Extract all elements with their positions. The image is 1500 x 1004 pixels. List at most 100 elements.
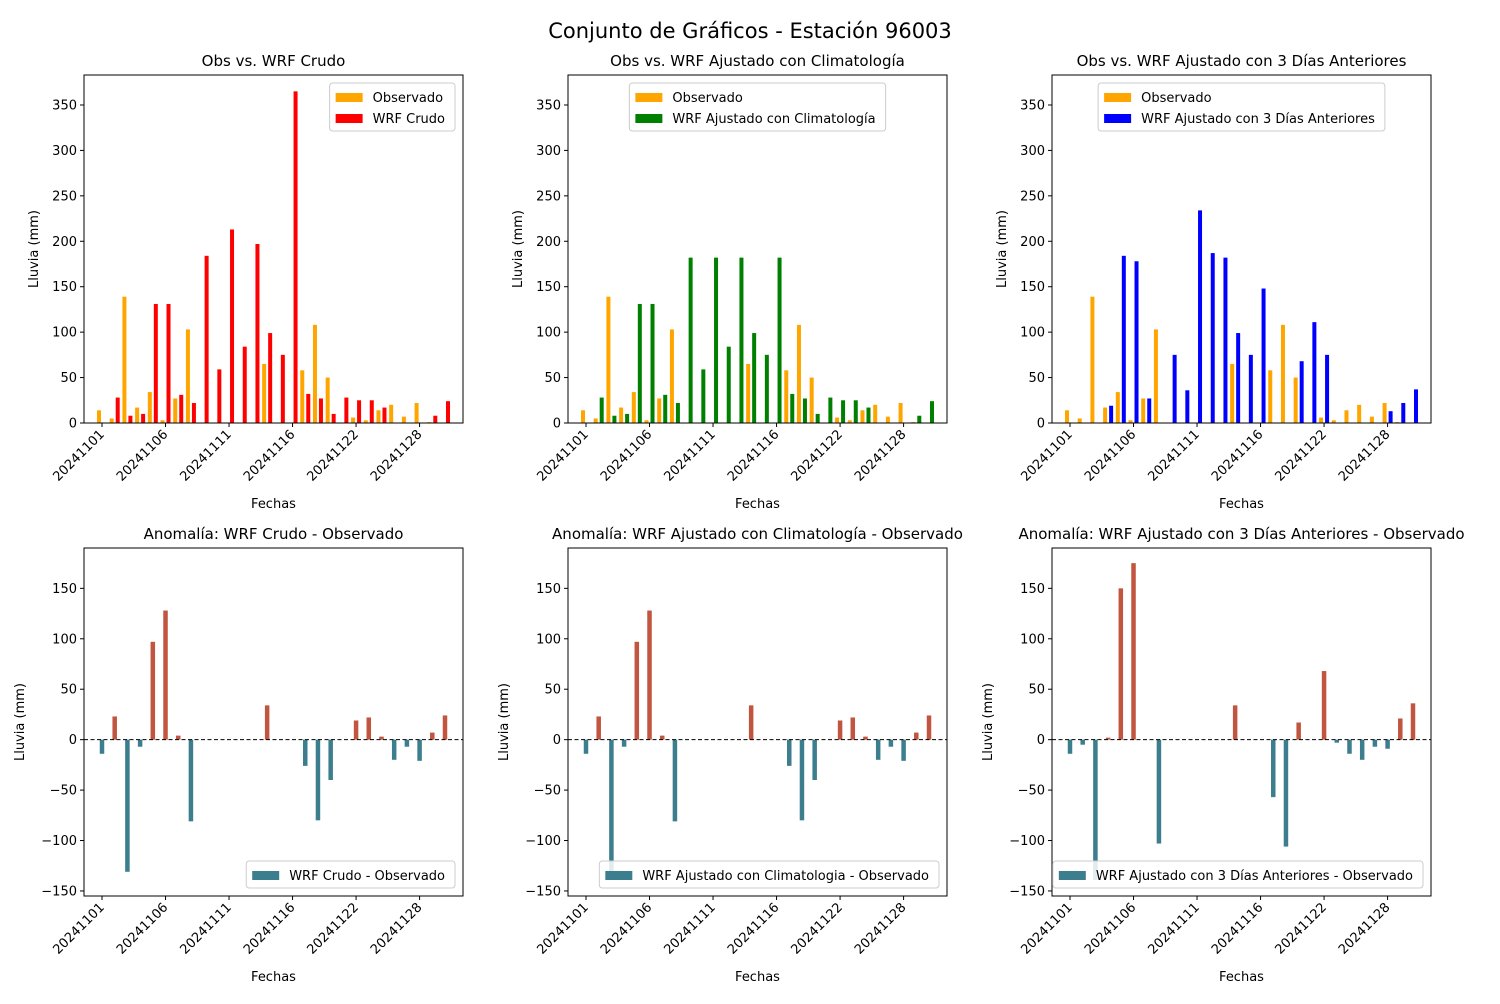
anomaly-bar	[1296, 722, 1301, 740]
x-tick-label: 20241128	[852, 900, 909, 957]
chart-title: Obs vs. WRF Crudo	[202, 52, 346, 70]
series-bar	[885, 416, 890, 423]
series-bar	[1312, 322, 1317, 423]
anomaly-bar	[1271, 739, 1276, 798]
series-bar	[1236, 333, 1241, 423]
series-bar	[135, 407, 140, 423]
chart-title: Obs vs. WRF Ajustado con 3 Días Anterior…	[1077, 52, 1407, 70]
anomaly-bar	[175, 735, 181, 740]
x-tick-label: 20241106	[598, 900, 655, 957]
x-tick-label: 20241116	[241, 427, 298, 484]
x-tick-label: 20241116	[1209, 427, 1266, 484]
x-tick-label: 20241106	[1082, 900, 1139, 957]
series-bar	[1065, 410, 1069, 423]
legend-swatch	[335, 93, 363, 102]
x-axis-label: Fechas	[251, 970, 296, 985]
y-tick-label: −100	[525, 834, 561, 849]
legend-swatch	[1104, 114, 1132, 123]
series-bar	[796, 324, 801, 423]
y-tick-label: 250	[52, 189, 77, 204]
anomaly-bar	[1410, 703, 1416, 740]
series-bar	[147, 392, 152, 423]
anomaly-bar	[659, 735, 665, 740]
legend-label: WRF Ajustado con 3 Días Anteriores - Obs…	[1096, 869, 1413, 884]
legend-box	[628, 82, 887, 132]
series-bar	[230, 229, 235, 423]
series-bar	[625, 413, 630, 423]
series-bar	[1109, 405, 1114, 423]
legend-swatch	[335, 114, 363, 123]
series-bar	[344, 397, 349, 423]
series-bar	[1210, 253, 1215, 423]
series-bar	[357, 400, 362, 423]
series-bar	[1077, 418, 1082, 423]
x-tick-label: 20241128	[368, 900, 425, 957]
series-bar	[784, 370, 789, 423]
anomaly-bar	[621, 739, 627, 747]
series-bar	[790, 393, 795, 423]
series-bar	[809, 377, 814, 423]
anomaly-bar	[404, 739, 410, 747]
x-tick-label: 20241106	[114, 900, 171, 957]
legend-label: WRF Ajustado con 3 Días Anteriores	[1141, 112, 1375, 127]
y-tick-label: 0	[1037, 733, 1045, 748]
x-tick-label: 20241111	[177, 900, 234, 957]
chart-panel-1: Obs vs. WRF Crudo 0 50 100 150 200 250 300 350 20…	[27, 52, 464, 512]
series-bar	[619, 407, 624, 423]
series-bar	[898, 403, 903, 423]
series-bar	[1344, 410, 1349, 423]
y-tick-label: 0	[69, 733, 77, 748]
y-tick-label: 0	[553, 417, 561, 432]
series-bar	[612, 415, 617, 423]
chart-panel-2: Obs vs. WRF Ajustado con Climatología 0 50…	[511, 52, 948, 512]
series-bar	[828, 397, 833, 423]
series-bar	[815, 413, 820, 423]
chart-panel-5: Anomalía: WRF Ajustado con Climatología …	[497, 525, 963, 985]
anomaly-bar	[647, 610, 652, 740]
series-bar	[306, 393, 311, 423]
anomaly-bar	[1321, 671, 1327, 740]
anomaly-bar	[379, 736, 384, 740]
series-bar	[701, 369, 706, 423]
y-tick-label: 100	[1020, 632, 1045, 647]
x-axis-label: Fechas	[251, 497, 296, 512]
series-bar	[1382, 403, 1387, 423]
x-axis-label: Fechas	[1219, 497, 1264, 512]
series-bar	[1331, 420, 1336, 423]
legend-label: WRF Crudo	[373, 112, 445, 127]
series-bar	[1153, 329, 1158, 423]
series-bar	[268, 333, 273, 423]
series-bar	[917, 415, 922, 423]
anomaly-bar	[417, 739, 422, 761]
chart-panel-6: Anomalía: WRF Ajustado con 3 Días Anteri…	[981, 525, 1465, 985]
series-bar	[739, 257, 744, 423]
series-bar	[873, 404, 878, 423]
y-axis-label: Lluvia (mm)	[13, 683, 28, 761]
anomaly-bar	[1156, 739, 1162, 844]
legend-swatch	[635, 114, 663, 123]
anomaly-bar	[391, 739, 397, 760]
y-tick-label: 50	[544, 683, 561, 698]
x-tick-label: 20241111	[661, 427, 718, 484]
x-tick-label: 20241111	[177, 427, 234, 484]
y-tick-label: −150	[1009, 884, 1045, 899]
series-bar	[853, 400, 858, 423]
y-axis-label: Lluvia (mm)	[511, 210, 526, 288]
anomaly-bar	[888, 739, 894, 747]
series-bar	[663, 394, 668, 423]
anomaly-bar	[99, 739, 105, 754]
legend-label: Observado	[672, 91, 743, 106]
series-bar	[1261, 288, 1266, 423]
series-bar	[173, 398, 178, 423]
legend-swatch	[605, 871, 633, 880]
series-bar	[581, 410, 585, 423]
plot-frame	[567, 74, 948, 424]
series-bar	[122, 296, 127, 423]
series-bar	[185, 329, 190, 423]
series-bar	[1293, 377, 1298, 423]
x-tick-label: 20241116	[241, 900, 298, 957]
anomaly-bar	[188, 739, 194, 822]
anomaly-bar	[914, 732, 919, 740]
series-bar	[401, 416, 406, 423]
